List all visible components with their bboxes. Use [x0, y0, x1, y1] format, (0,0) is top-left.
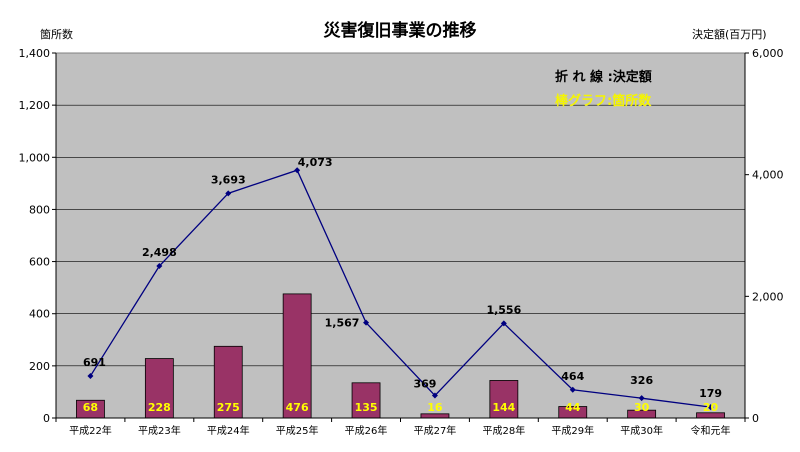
- line-point: [294, 167, 301, 174]
- bar-data-label: 228: [148, 401, 171, 414]
- x-tick-label: 平成22年: [69, 424, 112, 437]
- left-tick-label: 1,200: [19, 99, 51, 112]
- x-tick-label: 平成29年: [551, 424, 594, 437]
- line-data-label: 2,498: [142, 246, 177, 259]
- x-tick-label: 平成27年: [414, 424, 457, 437]
- x-tick-label: 平成26年: [345, 424, 388, 437]
- right-axis-title: 決定額(百万円): [692, 28, 767, 41]
- left-tick-label: 600: [29, 256, 50, 269]
- bar: [144, 358, 174, 419]
- line-series: [89, 169, 711, 408]
- line-data-label: 369: [413, 378, 436, 391]
- bar-data-label: 20: [703, 401, 719, 414]
- bar-data-label: 275: [217, 401, 240, 414]
- chart-title: 災害復旧事業の推移: [323, 21, 477, 41]
- bar: [213, 345, 243, 419]
- line-point: [225, 190, 232, 197]
- bar-data-label: 144: [492, 401, 515, 414]
- left-tick-label: 1,400: [19, 47, 51, 60]
- line-point: [638, 395, 645, 402]
- line-point: [569, 386, 576, 393]
- line-data-label: 3,693: [211, 173, 246, 186]
- line-data-label: 464: [561, 370, 584, 383]
- bar: [282, 293, 312, 419]
- line-data-label: 1,556: [486, 303, 521, 316]
- left-tick-label: 0: [43, 412, 50, 425]
- legend-bar-entry: 棒グラフ:箇所数: [555, 94, 652, 109]
- line-point: [500, 320, 507, 327]
- bar-data-label: 16: [427, 401, 443, 414]
- bar-data-label: 30: [634, 401, 650, 414]
- line-point: [707, 404, 714, 411]
- left-axis-title: 箇所数: [40, 28, 73, 41]
- bar: [351, 382, 381, 419]
- line-point: [431, 392, 438, 399]
- x-tick-label: 平成28年: [482, 424, 525, 437]
- left-tick-label: 1,000: [19, 151, 51, 164]
- plot-area: [55, 52, 746, 419]
- legend-line-entry: 折 れ 線 :決定額: [555, 70, 652, 85]
- bar-data-label: 44: [565, 401, 581, 414]
- x-tick-label: 平成23年: [138, 424, 181, 437]
- line-data-label: 4,073: [298, 156, 333, 169]
- bar-data-label: 68: [83, 401, 98, 414]
- line-point: [363, 319, 370, 326]
- bar-data-label: 476: [286, 401, 309, 414]
- line-point: [156, 263, 163, 270]
- x-tick-label: 平成25年: [276, 424, 319, 437]
- bar-data-label: 135: [355, 401, 378, 414]
- left-tick-label: 200: [29, 360, 50, 373]
- bar: [489, 380, 519, 419]
- line-point: [87, 372, 94, 379]
- x-tick-label: 令和元年: [691, 424, 731, 437]
- line-data-label: 1,567: [325, 317, 360, 330]
- line-data-label: 326: [630, 374, 653, 387]
- line-data-label: 179: [699, 387, 722, 400]
- right-tick-label: 2,000: [752, 290, 784, 303]
- right-tick-label: 6,000: [752, 47, 784, 60]
- x-tick-label: 平成30年: [620, 424, 663, 437]
- right-tick-label: 0: [752, 412, 759, 425]
- right-tick-label: 4,000: [752, 169, 784, 182]
- line-data-label: 691: [83, 356, 106, 369]
- bar: [420, 413, 450, 419]
- left-tick-label: 400: [29, 308, 50, 321]
- x-tick-label: 平成24年: [207, 424, 250, 437]
- left-tick-label: 800: [29, 203, 50, 216]
